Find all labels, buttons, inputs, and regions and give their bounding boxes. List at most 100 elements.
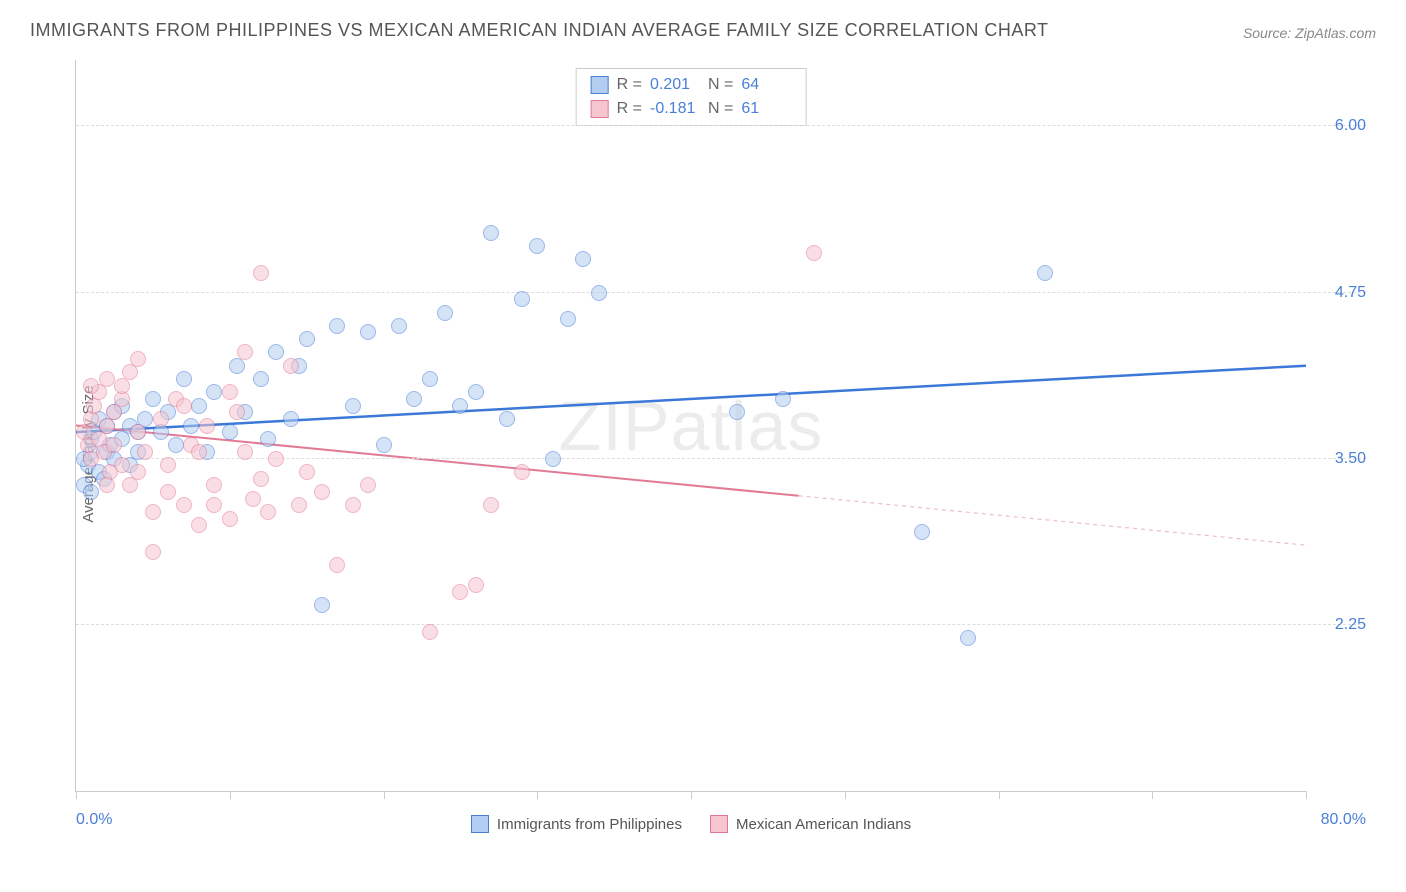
data-point xyxy=(191,517,207,533)
data-point xyxy=(391,318,407,334)
chart-header: IMMIGRANTS FROM PHILIPPINES VS MEXICAN A… xyxy=(0,0,1406,49)
data-point xyxy=(260,504,276,520)
n-label: N = xyxy=(708,73,733,97)
data-point xyxy=(168,437,184,453)
data-point xyxy=(406,391,422,407)
x-tick xyxy=(384,791,385,799)
data-point xyxy=(329,318,345,334)
data-point xyxy=(114,457,130,473)
data-point xyxy=(483,225,499,241)
data-point xyxy=(237,344,253,360)
source-label: Source: xyxy=(1243,25,1291,41)
correlation-legend: R = 0.201 N = 64 R = -0.181 N = 61 xyxy=(576,68,807,126)
r-label: R = xyxy=(617,73,642,97)
data-point xyxy=(130,351,146,367)
data-point xyxy=(329,557,345,573)
gridline xyxy=(76,125,1366,126)
data-point xyxy=(299,331,315,347)
legend-row-phil: R = 0.201 N = 64 xyxy=(591,73,792,97)
chart-area: Average Family Size ZIPatlas R = 0.201 N… xyxy=(30,55,1376,852)
data-point xyxy=(253,371,269,387)
x-tick xyxy=(1152,791,1153,799)
legend-item-phil: Immigrants from Philippines xyxy=(471,815,682,833)
legend-row-mex: R = -0.181 N = 61 xyxy=(591,97,792,121)
data-point xyxy=(222,384,238,400)
data-point xyxy=(960,630,976,646)
n-value-mex: 61 xyxy=(741,97,791,121)
gridline xyxy=(76,292,1366,293)
data-point xyxy=(452,584,468,600)
data-point xyxy=(422,371,438,387)
data-point xyxy=(191,398,207,414)
y-tick-label: 2.25 xyxy=(1335,616,1366,634)
r-label: R = xyxy=(617,97,642,121)
data-point xyxy=(145,544,161,560)
data-point xyxy=(206,497,222,513)
gridline xyxy=(76,624,1366,625)
data-point xyxy=(222,511,238,527)
data-point xyxy=(130,424,146,440)
data-point xyxy=(560,311,576,327)
data-point xyxy=(360,477,376,493)
x-max-label: 80.0% xyxy=(1321,811,1366,829)
data-point xyxy=(452,398,468,414)
data-point xyxy=(483,497,499,513)
data-point xyxy=(99,477,115,493)
r-value-mex: -0.181 xyxy=(650,97,700,121)
data-point xyxy=(199,418,215,434)
data-point xyxy=(1037,265,1053,281)
data-point xyxy=(106,437,122,453)
data-point xyxy=(145,504,161,520)
x-tick xyxy=(845,791,846,799)
data-point xyxy=(545,451,561,467)
data-point xyxy=(806,245,822,261)
data-point xyxy=(529,238,545,254)
swatch-mex xyxy=(591,100,609,118)
swatch-mex-icon xyxy=(710,815,728,833)
x-tick xyxy=(691,791,692,799)
n-value-phil: 64 xyxy=(741,73,791,97)
data-point xyxy=(229,404,245,420)
data-point xyxy=(222,424,238,440)
data-point xyxy=(314,484,330,500)
data-point xyxy=(253,471,269,487)
data-point xyxy=(591,285,607,301)
trend-lines xyxy=(76,60,1306,791)
legend-label-mex: Mexican American Indians xyxy=(736,816,911,833)
data-point xyxy=(83,378,99,394)
data-point xyxy=(575,251,591,267)
series-legend: Immigrants from Philippines Mexican Amer… xyxy=(76,815,1306,833)
data-point xyxy=(314,597,330,613)
data-point xyxy=(153,411,169,427)
y-tick-label: 6.00 xyxy=(1335,117,1366,135)
source-credit: Source: ZipAtlas.com xyxy=(1243,25,1376,41)
data-point xyxy=(145,391,161,407)
data-point xyxy=(83,484,99,500)
data-point xyxy=(99,371,115,387)
y-tick-label: 3.50 xyxy=(1335,450,1366,468)
data-point xyxy=(376,437,392,453)
data-point xyxy=(283,411,299,427)
n-label: N = xyxy=(708,97,733,121)
data-point xyxy=(468,577,484,593)
x-tick xyxy=(76,791,77,799)
source-link[interactable]: ZipAtlas.com xyxy=(1295,25,1376,41)
swatch-phil xyxy=(591,76,609,94)
data-point xyxy=(130,464,146,480)
y-tick-label: 4.75 xyxy=(1335,284,1366,302)
data-point xyxy=(176,371,192,387)
data-point xyxy=(283,358,299,374)
data-point xyxy=(914,524,930,540)
swatch-phil-icon xyxy=(471,815,489,833)
data-point xyxy=(437,305,453,321)
data-point xyxy=(729,404,745,420)
data-point xyxy=(345,398,361,414)
data-point xyxy=(499,411,515,427)
x-tick xyxy=(1306,791,1307,799)
data-point xyxy=(291,497,307,513)
data-point xyxy=(237,444,253,460)
scatter-plot: ZIPatlas R = 0.201 N = 64 R = -0.181 N =… xyxy=(75,60,1306,792)
chart-title: IMMIGRANTS FROM PHILIPPINES VS MEXICAN A… xyxy=(30,20,1049,41)
data-point xyxy=(160,457,176,473)
data-point xyxy=(191,444,207,460)
